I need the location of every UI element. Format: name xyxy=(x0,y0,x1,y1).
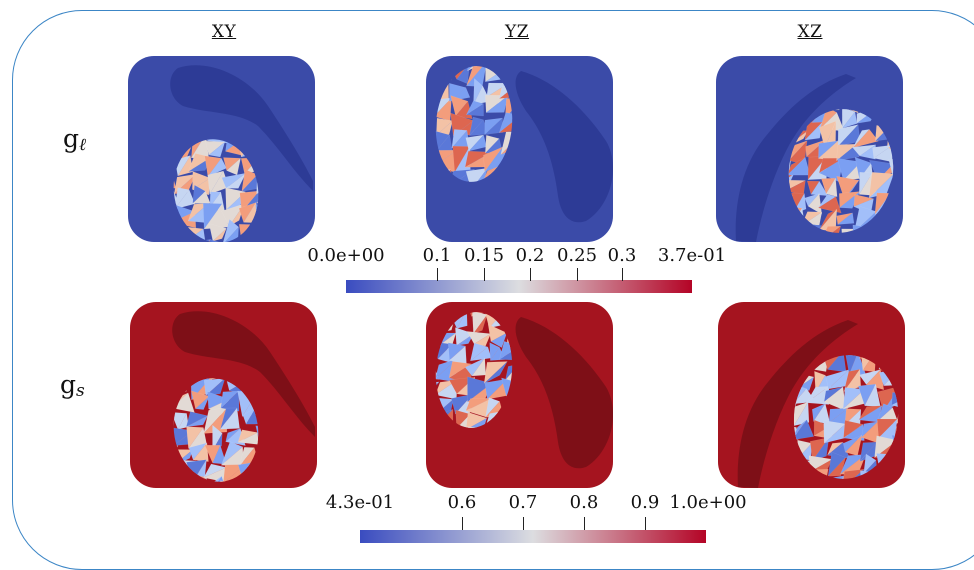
colorbar-2-min-label: 4.3e-01 xyxy=(326,492,394,513)
colorbar-1-min-label: 0.0e+00 xyxy=(307,245,384,266)
colorbar-2-tick-label: 0.6 xyxy=(448,492,477,513)
row-label-g-liquid: gℓ xyxy=(63,124,86,155)
panel-gs-xy-image xyxy=(130,302,317,488)
colorbar-1-tick xyxy=(437,268,438,281)
colorbar-2-tick xyxy=(523,517,524,530)
column-title-yz: YZ xyxy=(505,22,529,42)
panel-gs-xz-image xyxy=(718,302,905,488)
panel-gl-yz xyxy=(426,56,613,242)
panel-gs-xz xyxy=(718,302,905,488)
colorbar-1-tick-label: 0.2 xyxy=(516,245,545,266)
colorbar-2-tick-label: 0.8 xyxy=(570,492,599,513)
colorbar-1-tick xyxy=(530,268,531,281)
panel-gs-yz-image xyxy=(426,302,613,488)
panel-gs-yz xyxy=(426,302,613,488)
panel-gl-xz xyxy=(716,56,903,242)
colorbar-2-tick-label: 0.7 xyxy=(509,492,538,513)
colorbar-1-tick xyxy=(622,268,623,281)
colorbar-2-tick xyxy=(645,517,646,530)
panel-gl-xy-image xyxy=(128,56,315,242)
column-title-xz: XZ xyxy=(798,22,823,42)
column-title-xy: XY xyxy=(212,22,236,42)
panel-gl-xz-image xyxy=(716,56,903,242)
panel-gl-xy xyxy=(128,56,315,242)
row-label-g-solid: gs xyxy=(60,370,85,401)
colorbar-1-tick-label: 0.15 xyxy=(464,245,504,266)
colorbar-1-tick-label: 0.3 xyxy=(608,245,637,266)
colorbar-1-gradient xyxy=(346,280,692,293)
colorbar-1-tick-label: 0.1 xyxy=(423,245,452,266)
colorbar-1-max-label: 3.7e-01 xyxy=(658,245,726,266)
colorbar-2-tick xyxy=(584,517,585,530)
colorbar-2-max-label: 1.0e+00 xyxy=(669,492,746,513)
colorbar-2-tick-label: 0.9 xyxy=(631,492,660,513)
colorbar-1-tick xyxy=(577,268,578,281)
colorbar-1-tick-label: 0.25 xyxy=(557,245,597,266)
colorbar-1-tick xyxy=(484,268,485,281)
colorbar-2-gradient xyxy=(360,530,706,543)
panel-gl-yz-image xyxy=(426,56,613,242)
colorbar-2-tick xyxy=(462,517,463,530)
panel-gs-xy xyxy=(130,302,317,488)
